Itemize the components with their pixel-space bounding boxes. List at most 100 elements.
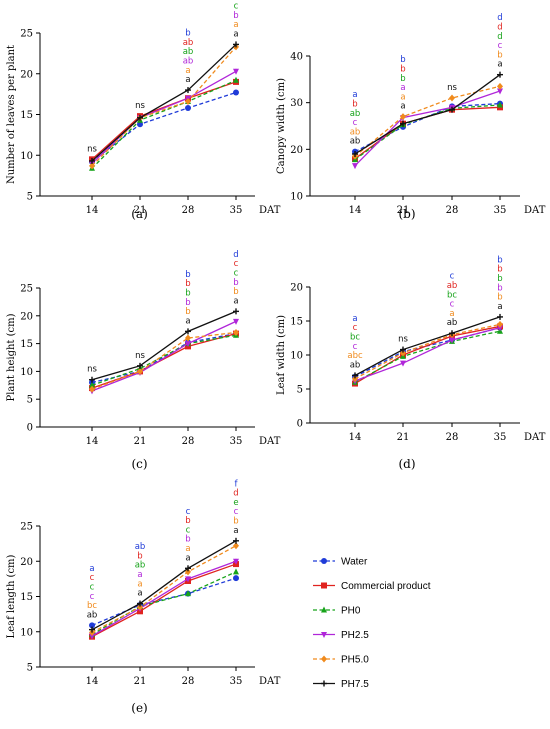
- data-point: [137, 603, 143, 611]
- data-point: [497, 88, 503, 95]
- series-ph2-5: [89, 558, 239, 640]
- significance-letter: ab: [350, 360, 361, 370]
- y-tick-label: 10: [20, 367, 33, 378]
- significance-letter: bc: [350, 333, 360, 343]
- significance-letter: e: [233, 498, 238, 508]
- y-tick-label: 15: [20, 110, 33, 121]
- legend-marker: [321, 558, 327, 564]
- x-tick-label: 21: [397, 205, 410, 216]
- significance-letter: c: [234, 507, 239, 517]
- legend-label: Water: [341, 557, 368, 568]
- legend-label: PH5.0: [341, 655, 369, 666]
- significance-letter: bc: [447, 290, 457, 300]
- y-tick-label: 5: [27, 192, 33, 203]
- legend-marker: [321, 606, 327, 613]
- series-ph5-0: [89, 328, 239, 393]
- legend-label: PH7.5: [341, 679, 369, 690]
- significance-letter: ab: [183, 56, 194, 66]
- data-point: [449, 337, 455, 344]
- significance-letter: c: [498, 41, 503, 51]
- significance-letter: ab: [135, 561, 146, 571]
- significance-letter: b: [185, 298, 190, 308]
- significance-letter: b: [233, 278, 238, 288]
- significance-letter: b: [400, 74, 405, 84]
- series-ph2-5: [352, 325, 503, 385]
- significance-letter: a: [185, 553, 190, 563]
- y-tick-label: 30: [290, 98, 303, 109]
- significance-letter: c: [90, 573, 95, 583]
- significance-letter: b: [185, 270, 190, 280]
- legend-item: PH7.5: [313, 679, 369, 690]
- significance-letter: c: [234, 2, 239, 12]
- significance-letter: c: [234, 0, 239, 2]
- series-water: [89, 575, 239, 629]
- series-line: [91, 70, 237, 164]
- data-point: [352, 375, 358, 383]
- significance-letter: ns: [87, 365, 97, 375]
- legend-item: Commercial product: [313, 581, 431, 592]
- series-line: [354, 106, 501, 160]
- x-tick-label: 28: [182, 676, 195, 687]
- data-point: [185, 576, 191, 583]
- data-point: [449, 94, 455, 102]
- x-tick-label: 14: [86, 436, 99, 447]
- significance-letter: d: [233, 489, 238, 499]
- significance-letter: b: [137, 551, 142, 561]
- significance-letter: a: [185, 316, 190, 326]
- significance-letter: a: [352, 314, 357, 324]
- data-point: [497, 320, 503, 328]
- significance-letter: a: [185, 75, 190, 85]
- series-ph2-5: [89, 68, 239, 167]
- legend-item: PH5.0: [313, 655, 369, 666]
- y-tick-label: 0: [297, 419, 303, 430]
- data-point: [233, 76, 239, 83]
- legend: Water Commercial product PH0 PH2.5 PH5.0 PH7.…: [313, 557, 431, 690]
- data-point: [497, 82, 503, 90]
- significance-letter: a: [233, 296, 238, 306]
- y-axis-label: Plant height (cm): [6, 313, 17, 401]
- significance-letter: a: [137, 579, 142, 589]
- series-ph0: [352, 327, 503, 385]
- significance-letter: a: [449, 309, 454, 319]
- significance-letter: c: [90, 583, 95, 593]
- significance-letter: b: [400, 55, 405, 65]
- significance-letter: ns: [135, 101, 145, 111]
- significance-letter: a: [352, 90, 357, 100]
- y-tick-label: 25: [20, 29, 33, 40]
- y-axis-label: Canopy width (cm): [276, 78, 287, 174]
- x-tick-label: 21: [397, 432, 410, 443]
- panel-label: (e): [131, 701, 147, 715]
- series-ph0: [89, 331, 239, 388]
- significance-letter: b: [497, 255, 502, 265]
- x-tick-label: 35: [230, 205, 243, 216]
- series-line: [91, 331, 237, 390]
- x-tick-label: 35: [494, 205, 507, 216]
- significance-letter: a: [233, 20, 238, 30]
- legend-label: Commercial product: [341, 581, 431, 592]
- series-ph7-5: [89, 537, 239, 633]
- y-tick-label: 20: [20, 557, 33, 568]
- x-tick-label: 14: [349, 205, 362, 216]
- significance-letter: b: [497, 274, 502, 284]
- series-line: [91, 560, 237, 637]
- significance-letter: b: [233, 11, 238, 21]
- data-point: [89, 385, 95, 393]
- y-tick-label: 20: [290, 145, 303, 156]
- data-point: [233, 542, 239, 550]
- y-axis-label: Leaf width (cm): [276, 315, 287, 395]
- data-point: [233, 575, 239, 582]
- significance-letter: abc: [347, 351, 363, 361]
- significance-letter: a: [89, 564, 94, 574]
- significance-letter: a: [233, 526, 238, 536]
- significance-letter: b: [185, 516, 190, 526]
- series-line: [91, 545, 237, 634]
- significance-letter: a: [497, 302, 502, 312]
- significance-letter: b: [352, 99, 357, 109]
- x-axis-label: DAT: [259, 205, 281, 216]
- significance-letter: c: [186, 507, 191, 517]
- x-axis-label: DAT: [524, 205, 546, 216]
- legend-item: Water: [313, 557, 368, 568]
- series-ph2-5: [89, 318, 239, 395]
- data-point: [137, 121, 143, 128]
